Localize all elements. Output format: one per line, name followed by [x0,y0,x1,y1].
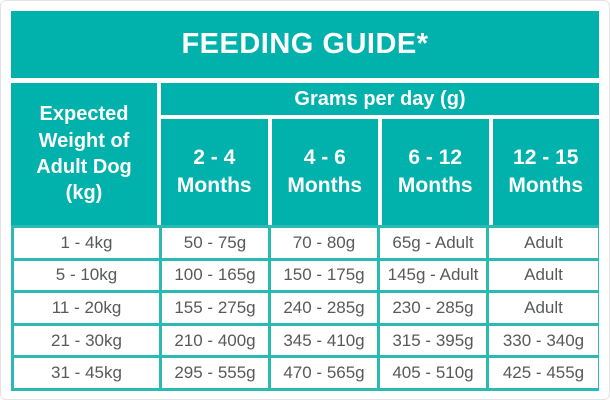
feeding-data-grid: 1 - 4kg 50 - 75g 70 - 80g 65g - Adult Ad… [11,225,599,391]
value-cell: 230 - 285g [380,293,486,323]
value-cell: 240 - 285g [271,293,377,323]
month-header-6-12: 6 - 12 Months [382,119,489,225]
month-headers-row: 2 - 4 Months 4 - 6 Months 6 - 12 Months … [161,119,599,225]
value-cell: 470 - 565g [271,358,377,388]
month-unit-label: Months [397,174,473,197]
month-header-12-15: 12 - 15 Months [492,119,599,225]
value-cell: 50 - 75g [162,228,268,258]
weight-cell: 21 - 30kg [14,325,159,356]
month-range-label: 4 - 6 [303,145,346,169]
weight-header-line: Weight of [38,129,130,152]
month-range-label: 2 - 4 [193,145,236,169]
month-header-2-4: 2 - 4 Months [161,119,268,225]
value-cell: 295 - 555g [162,358,268,388]
value-cell: 155 - 275g [162,293,268,323]
weight-cell: 31 - 45kg [14,358,159,388]
month-range-label: 6 - 12 [408,145,463,169]
feeding-guide-title: FEEDING GUIDE* [11,11,599,78]
value-cell: 210 - 400g [162,325,268,356]
value-cell: 65g - Adult [380,228,486,258]
value-cell: 405 - 510g [380,358,486,388]
weight-header-line: Adult Dog [36,156,132,178]
value-cell: 145g - Adult [380,260,486,291]
value-cell: 425 - 455g [489,358,598,388]
value-cell: 345 - 410g [271,325,377,356]
month-unit-label: Months [508,174,584,197]
table-header: Expected Weight of Adult Dog (kg) Grams … [11,83,599,225]
value-cell: 70 - 80g [271,228,377,258]
weight-column-header: Expected Weight of Adult Dog (kg) [11,83,157,225]
month-range-label: 12 - 15 [513,145,579,169]
value-cell: Adult [489,260,598,291]
value-cell: 100 - 165g [162,260,268,291]
weight-cell: 5 - 10kg [14,260,159,291]
month-unit-label: Months [287,174,363,197]
month-header-4-6: 4 - 6 Months [271,119,378,225]
weight-header-line: Expected [39,103,129,126]
weight-cell: 11 - 20kg [14,293,159,323]
value-cell: 315 - 395g [380,325,486,356]
weight-cell: 1 - 4kg [14,228,159,258]
value-cell: Adult [489,293,598,323]
grams-header-group: Grams per day (g) 2 - 4 Months 4 - 6 Mon… [161,83,599,225]
weight-header-line: (kg) [65,182,103,205]
grams-per-day-header: Grams per day (g) [161,83,599,115]
value-cell: Adult [489,228,598,258]
value-cell: 150 - 175g [271,260,377,291]
value-cell: 330 - 340g [489,325,598,356]
month-unit-label: Months [176,174,252,197]
